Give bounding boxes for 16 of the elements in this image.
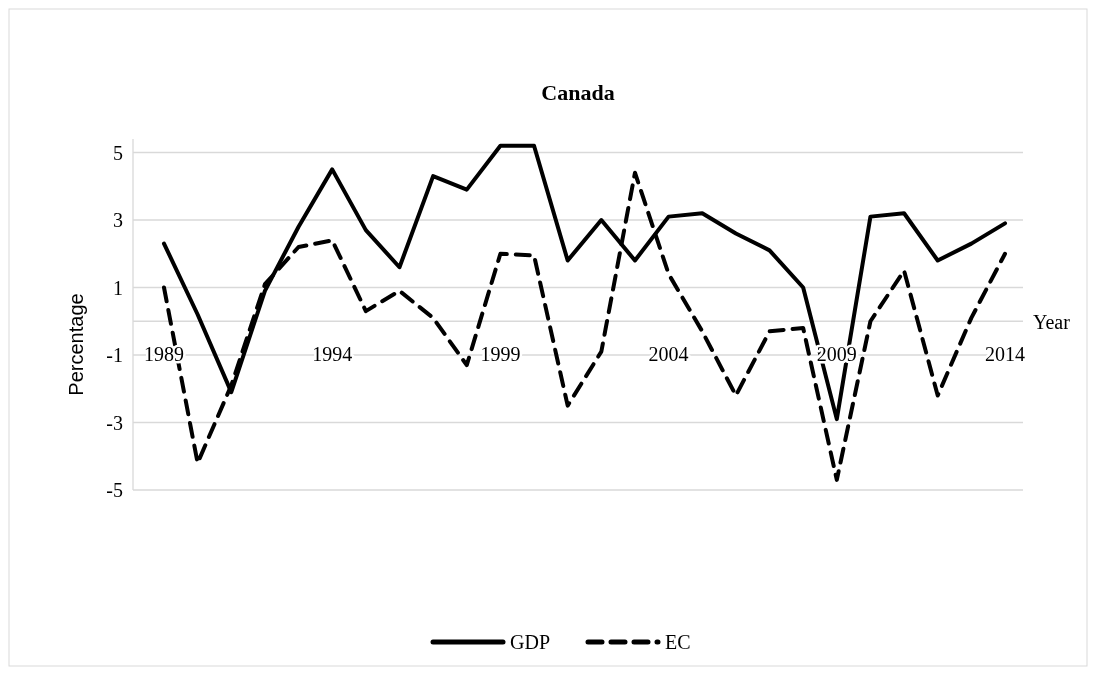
y-tick-label: -5 (106, 479, 123, 501)
x-tick-label: 1989 (144, 343, 184, 366)
chart-title: Canada (541, 80, 615, 105)
y-tick-label: 3 (113, 209, 123, 231)
y-axis-title: Percentage (65, 293, 87, 396)
y-tick-label: 5 (113, 141, 123, 164)
x-tick-label: 2004 (648, 343, 689, 366)
x-axis-title: Year (1033, 311, 1071, 334)
legend-label: EC (665, 631, 691, 653)
y-tick-label: 1 (113, 276, 123, 299)
y-tick-label: -3 (106, 411, 123, 434)
x-tick-label: 2014 (985, 343, 1025, 366)
x-tick-label: 1999 (480, 343, 521, 366)
legend-label: GDP (510, 631, 551, 653)
y-tick-label: -1 (106, 344, 123, 366)
x-tick-label: 1994 (312, 343, 353, 366)
